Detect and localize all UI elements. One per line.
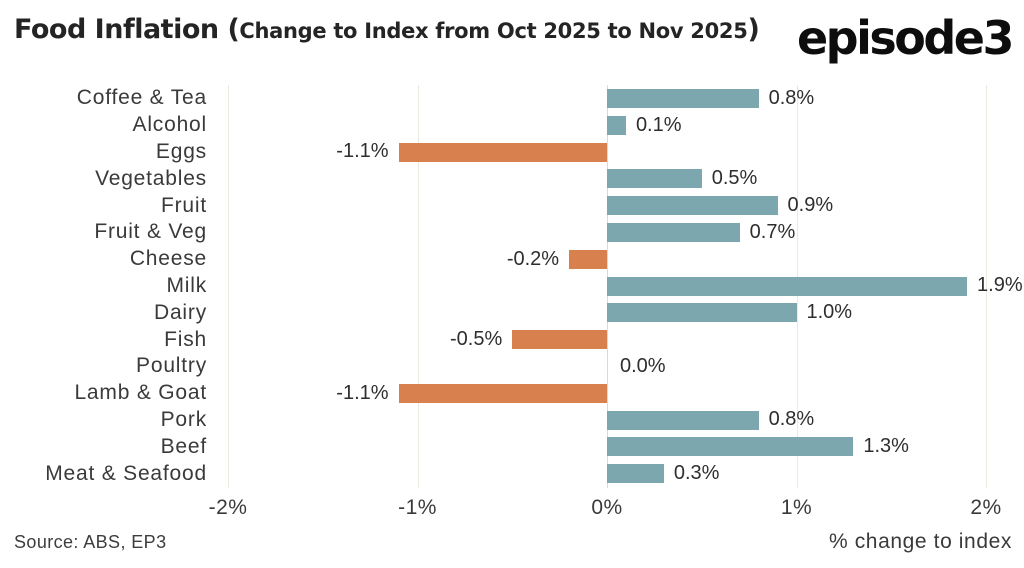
x-tick-label: 1% [780, 496, 813, 519]
bar-fruit-veg [607, 222, 740, 242]
chart-title-close-paren: ) [747, 14, 760, 45]
gridline [417, 85, 419, 488]
bar-cheese [569, 249, 607, 269]
category-label-meat-seafood: Meat & Seafood [45, 461, 207, 485]
chart-title-main: Food Inflation ( [14, 14, 240, 45]
category-labels-column: Coffee & Tea Alcohol Eggs Vegetables Fruit Fr… [14, 85, 207, 487]
bar-fish [512, 330, 607, 350]
category-label-beef: Beef [160, 434, 207, 458]
category-label-poultry: Poultry [136, 354, 207, 378]
value-label-dairy: 1.0% [806, 301, 853, 324]
category-label-pork: Pork [160, 407, 207, 431]
bar-meat-seafood [607, 464, 664, 484]
x-tick-label: -2% [208, 496, 248, 519]
category-label-coffee-tea: Coffee & Tea [76, 86, 207, 110]
x-axis-caption: % change to index [829, 530, 1012, 553]
bar-dairy [607, 303, 797, 323]
category-label-eggs: Eggs [155, 139, 207, 163]
bar-vegetables [607, 169, 702, 189]
value-label-poultry: 0.0% [620, 354, 666, 377]
category-label-lamb-goat: Lamb & Goat [74, 381, 207, 405]
chart-header: Food Inflation (Change to Index from Oct… [14, 11, 1015, 70]
value-label-fish: -0.5% [450, 328, 503, 351]
category-label-fruit-veg: Fruit & Veg [94, 220, 207, 244]
category-label-dairy: Dairy [153, 300, 207, 324]
episode3-logo: episode3 [796, 11, 1015, 65]
gridline [986, 85, 987, 488]
bar-milk [607, 276, 968, 296]
bar-alcohol [607, 115, 626, 135]
source-note: Source: ABS, EP3 [14, 532, 167, 552]
category-label-fish: Fish [164, 327, 207, 351]
category-label-vegetables: Vegetables [95, 166, 207, 190]
bar-fruit [607, 196, 778, 216]
category-label-fruit: Fruit [161, 193, 207, 217]
gridline [228, 85, 229, 488]
bars-layer: 0.8% 0.1% -1.1% 0.5% 0.9% 0.7% -0.2% 1.9% 1.0% -0… [228, 85, 1022, 487]
category-label-cheese: Cheese [129, 247, 207, 271]
x-tick-label: 0% [591, 496, 623, 519]
x-axis: -2% -1% 0% 1% 2% [209, 496, 1002, 522]
x-tick-label: -1% [398, 496, 437, 519]
value-label-milk: 1.9% [977, 274, 1023, 297]
value-label-lamb-goat: -1.1% [336, 381, 389, 404]
value-label-vegetables: 0.5% [711, 167, 758, 190]
bar-pork [607, 410, 759, 430]
bar-coffee-tea [607, 88, 759, 108]
category-label-alcohol: Alcohol [132, 113, 207, 137]
bar-eggs [398, 142, 607, 162]
value-label-alcohol: 0.1% [635, 113, 682, 136]
x-tick-label: 2% [970, 496, 1002, 519]
value-label-beef: 1.3% [863, 435, 909, 458]
category-label-milk: Milk [166, 273, 207, 297]
bar-beef [607, 437, 854, 457]
value-label-pork: 0.8% [768, 408, 815, 431]
bar-lamb-goat [398, 383, 607, 403]
chart-title-subtitle: Change to Index from Oct 2025 to Nov 202… [239, 19, 748, 43]
value-label-cheese: -0.2% [506, 247, 560, 270]
chart-title: Food Inflation (Change to Index from Oct… [14, 14, 760, 45]
value-label-coffee-tea: 0.8% [768, 86, 815, 109]
value-label-fruit: 0.9% [787, 194, 834, 217]
value-label-fruit-veg: 0.7% [749, 220, 796, 243]
value-label-meat-seafood: 0.3% [673, 462, 720, 485]
value-label-eggs: -1.1% [336, 140, 389, 163]
